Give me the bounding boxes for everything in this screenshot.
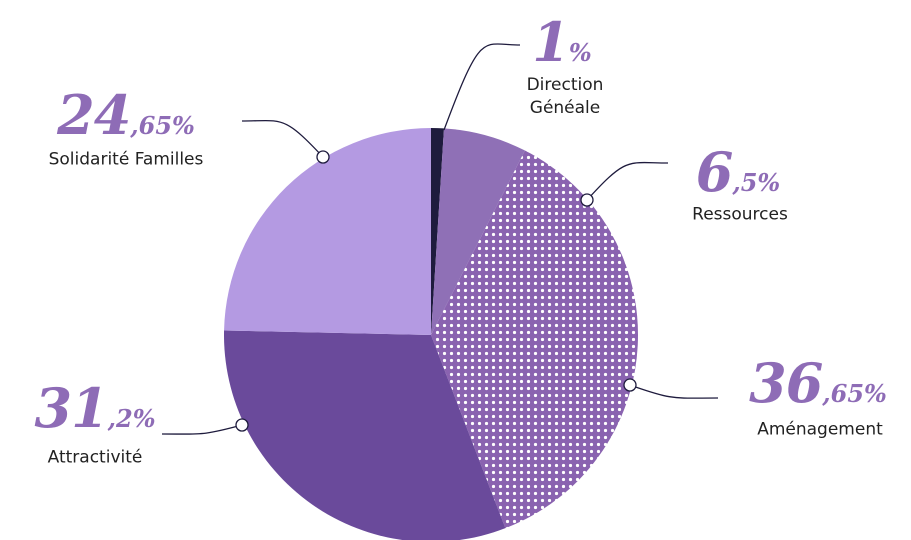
category-label: Aménagement — [757, 419, 883, 440]
leader-line — [443, 43, 521, 131]
leader-dot — [316, 150, 330, 164]
category-label: Ressources — [692, 204, 788, 225]
leader-dot — [235, 418, 249, 432]
category-label: Attractivité — [47, 447, 143, 468]
pie-slice — [431, 150, 638, 529]
value-label: 6,5% — [695, 140, 781, 204]
category-label: Solidarité Familles — [48, 149, 204, 170]
leader-dot — [623, 378, 637, 392]
leader-line — [241, 119, 324, 158]
leader-dot — [580, 193, 594, 207]
pie-slice — [431, 128, 444, 335]
value-label: 24,65% — [57, 83, 195, 147]
value-label: 1% — [532, 10, 592, 74]
leader-line — [161, 424, 243, 435]
pie-slice — [431, 128, 525, 335]
leader-line — [586, 161, 669, 201]
pie-slice — [224, 330, 506, 540]
value-label: 31,2% — [34, 376, 156, 440]
leader-line — [629, 384, 719, 399]
pie-slice — [224, 128, 431, 335]
value-label: 36,65% — [749, 351, 887, 415]
category-label: Direction Généale — [526, 75, 604, 118]
